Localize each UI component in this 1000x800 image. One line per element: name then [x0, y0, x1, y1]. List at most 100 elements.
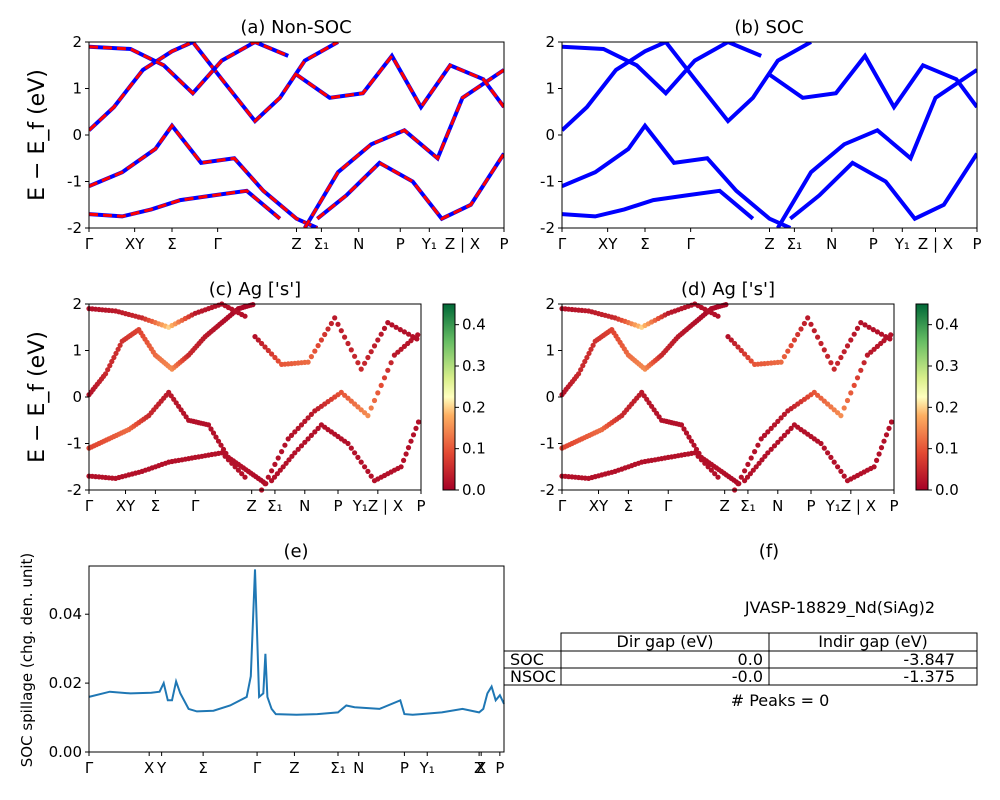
- scatter-point-d: [582, 358, 588, 365]
- scatter-point-c: [208, 426, 214, 432]
- scatter-point-d: [781, 432, 788, 438]
- scatter-point-d: [874, 457, 880, 463]
- title-a: (a) Non-SOC: [240, 17, 351, 38]
- scatter-point-d: [838, 413, 844, 419]
- scatter-point-d: [728, 337, 734, 343]
- axes-d-xtick-label: Σ: [624, 497, 633, 515]
- scatter-point-c: [355, 360, 361, 366]
- scatter-point-c: [414, 336, 420, 342]
- scatter-point-d: [738, 474, 744, 480]
- axes-e-xtick-label: N: [353, 759, 364, 777]
- scatter-point-c: [358, 366, 364, 372]
- axes-b-xtick-label: P: [869, 235, 878, 253]
- scatter-point-c: [222, 453, 228, 459]
- axes-a-xtick-label: Σ: [167, 235, 176, 253]
- axes-a-ytick-label: 2: [72, 33, 82, 51]
- scatter-point-d: [801, 320, 808, 327]
- scatter-point-d: [871, 464, 877, 470]
- band-b-6: [789, 152, 977, 222]
- scatter-point-d: [828, 454, 834, 460]
- scatter-point-c: [315, 343, 321, 349]
- colorbar-tick-label-c: 0.0: [462, 481, 486, 499]
- axes-b-xtick-label: Z | X: [918, 235, 953, 253]
- scatter-point-c: [255, 337, 261, 343]
- colorbar-tick-label-c: 0.3: [462, 357, 486, 375]
- table-row-soc-label: SOC: [510, 650, 544, 669]
- scatter-point-d: [878, 331, 885, 337]
- scatter-point-d: [835, 360, 841, 366]
- scatter-point-d: [778, 359, 784, 365]
- band-a-2-overlay: [89, 42, 289, 96]
- scatter-point-d: [745, 461, 751, 467]
- band-b-3: [562, 188, 755, 221]
- scatter-point-c: [272, 461, 278, 467]
- colorbar-tick-label-d: 0.3: [935, 357, 959, 375]
- axes-a-xtick-label: XY: [125, 235, 145, 253]
- scatter-point-d: [753, 464, 759, 470]
- colorbar-tick-label-d: 0.2: [935, 398, 959, 416]
- title-f: (f): [759, 541, 779, 562]
- band-a-3-overlay: [89, 189, 281, 220]
- scatter-point-c: [274, 471, 280, 477]
- scatter-point-d: [738, 347, 744, 354]
- scatter-point-c: [250, 302, 256, 308]
- scatter-point-c: [252, 334, 258, 340]
- scatter-point-c: [282, 442, 288, 448]
- colorbar-tick-label-c: 0.4: [462, 316, 486, 334]
- scatter-point-d: [688, 438, 695, 444]
- scatter-point-c: [218, 442, 224, 448]
- axes-e-xtick-label: Σ₁: [330, 759, 346, 777]
- scatter-point-d: [576, 371, 582, 377]
- scatter-point-c: [229, 460, 235, 466]
- scatter-point-c: [393, 324, 399, 330]
- scatter-point-c: [219, 450, 225, 456]
- scatter-point-d: [681, 426, 687, 432]
- ylabel-row1: E − E_f (eV): [25, 69, 50, 201]
- ylabel-e: SOC spillage (chg. den. unit): [18, 553, 36, 768]
- scatter-point-c: [342, 392, 348, 398]
- scatter-point-c: [213, 434, 219, 440]
- scatter-point-c: [113, 350, 119, 356]
- scatter-point-d: [805, 315, 811, 321]
- scatter-point-d: [771, 422, 778, 428]
- scatter-point-c: [352, 353, 358, 359]
- scatter-point-c: [239, 471, 245, 477]
- colorbar-tick-label-d: 0.1: [935, 440, 959, 458]
- scatter-point-c: [269, 351, 275, 357]
- scatter-point-c: [292, 450, 298, 456]
- scatter-point-c: [328, 320, 334, 327]
- axes-e-ytick-label: 0.02: [49, 674, 82, 692]
- axes-c-ytick-label: -1: [67, 435, 82, 453]
- scatter-point-c: [318, 337, 324, 343]
- scatter-point-c: [269, 468, 275, 474]
- scatter-point-c: [335, 321, 341, 327]
- scatter-point-c: [111, 354, 117, 361]
- scatter-point-c: [265, 347, 271, 354]
- scatter-point-d: [732, 340, 738, 347]
- table-header-dir: Dir gap (eV): [617, 632, 714, 651]
- axes-a-ytick-label: 0: [72, 126, 82, 144]
- axes-e-xtick-label: Y₁: [419, 759, 435, 777]
- scatter-point-c: [275, 358, 281, 364]
- band-b-2: [562, 42, 762, 97]
- axes-c-xtick-label: P: [333, 497, 342, 515]
- scatter-point-c: [235, 467, 241, 473]
- material-id: JVASP-18829_Nd(SiAg)2: [744, 598, 935, 618]
- scatter-point-c: [298, 443, 305, 449]
- axes-d-xtick-label: P: [806, 497, 815, 515]
- scatter-point-d: [874, 329, 881, 335]
- scatter-point-d: [841, 405, 847, 411]
- scatter-point-c: [389, 322, 395, 328]
- band-b-1: [562, 122, 792, 228]
- axes-b-ytick-label: 0: [545, 126, 555, 144]
- axes-a-xtick-label: Z | X: [445, 235, 480, 253]
- table-row-nsoc-indir: -1.375: [903, 667, 955, 686]
- scatter-point-c: [289, 453, 295, 459]
- scatter-point-d: [742, 468, 748, 474]
- scatter-point-c: [368, 349, 374, 355]
- scatter-point-d: [808, 321, 814, 327]
- scatter-point-d: [748, 455, 754, 461]
- band-a-6: [316, 152, 504, 222]
- scatter-point-c: [391, 352, 397, 358]
- scatter-point-c: [312, 348, 318, 354]
